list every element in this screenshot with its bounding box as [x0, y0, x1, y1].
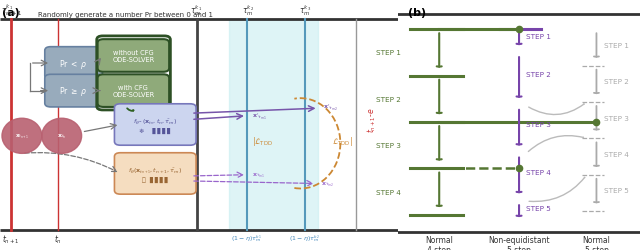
- Text: $\tau^{k_1}_{m+1}$: $\tau^{k_1}_{m+1}$: [1, 2, 22, 18]
- Bar: [229, 20, 319, 230]
- Text: $\mathbf{x}'_{\bar{\tau}_{m2}}$: $\mathbf{x}'_{\bar{\tau}_{m2}}$: [323, 102, 338, 113]
- FancyBboxPatch shape: [97, 75, 169, 108]
- Text: STEP 3: STEP 3: [376, 143, 401, 148]
- Text: with CFG
ODE-SOLVER: with CFG ODE-SOLVER: [112, 85, 154, 98]
- Text: STEP 4: STEP 4: [604, 152, 628, 157]
- Text: $\mathcal{L}_{\mathrm{TDD}}|$: $\mathcal{L}_{\mathrm{TDD}}|$: [332, 135, 353, 148]
- Text: $\mathbf{x}_{t_n}$: $\mathbf{x}_{t_n}$: [57, 132, 67, 140]
- Text: without CFG
ODE-SOLVER: without CFG ODE-SOLVER: [112, 50, 154, 63]
- FancyArrowPatch shape: [127, 109, 134, 112]
- Text: $\tau^{k_1}_{m}$: $\tau^{k_1}_{m}$: [190, 3, 202, 18]
- Ellipse shape: [42, 119, 82, 154]
- Text: (b): (b): [408, 8, 426, 18]
- Ellipse shape: [2, 119, 42, 154]
- Text: $t_{n+1}$: $t_{n+1}$: [3, 232, 20, 245]
- Text: STEP 3: STEP 3: [526, 122, 551, 128]
- Text: $\mathbf{x}_{\bar{\tau}_{m1}}$: $\mathbf{x}_{\bar{\tau}_{m1}}$: [252, 171, 265, 179]
- Text: STEP 4: STEP 4: [526, 170, 551, 175]
- FancyArrowPatch shape: [529, 178, 585, 202]
- Text: Pr $<$ $\rho$: Pr $<$ $\rho$: [60, 57, 88, 70]
- Text: STEP 5: STEP 5: [604, 188, 628, 194]
- Text: $|\mathcal{L}_{\mathrm{TDD}}$: $|\mathcal{L}_{\mathrm{TDD}}$: [252, 135, 273, 148]
- Text: $(1-\eta)\tau^{k_2}_m$: $(1-\eta)\tau^{k_2}_m$: [289, 232, 320, 243]
- Text: $f_{\theta}(\mathbf{x}_{t_{n+1}},t_{n+1},\bar{\tau}_m)$
🔥  ▋▋▋▋: $f_{\theta}(\mathbf{x}_{t_{n+1}},t_{n+1}…: [128, 165, 182, 182]
- FancyBboxPatch shape: [97, 40, 169, 72]
- FancyArrowPatch shape: [529, 104, 584, 115]
- Text: STEP 1: STEP 1: [604, 43, 628, 48]
- FancyBboxPatch shape: [45, 48, 102, 80]
- Text: $\tau^{k_3}_{m}$: $\tau^{k_3}_{m}$: [300, 3, 312, 18]
- Text: Randomly generate a number Pr between 0 and 1: Randomly generate a number Pr between 0 …: [38, 12, 213, 18]
- Text: Normal
4 step: Normal 4 step: [425, 235, 453, 250]
- Text: STEP 3: STEP 3: [604, 115, 628, 121]
- Text: $t_{n+1}$-$e$: $t_{n+1}$-$e$: [366, 107, 378, 133]
- Text: Normal
5 step: Normal 5 step: [582, 235, 611, 250]
- Text: STEP 2: STEP 2: [526, 72, 551, 78]
- Text: STEP 2: STEP 2: [604, 79, 628, 85]
- FancyBboxPatch shape: [115, 104, 196, 146]
- Text: STEP 1: STEP 1: [526, 34, 551, 40]
- Text: $\mathbf{x}_{\bar{\tau}_{m2}}$: $\mathbf{x}_{\bar{\tau}_{m2}}$: [321, 180, 335, 188]
- Text: STEP 1: STEP 1: [376, 50, 401, 56]
- Text: STEP 5: STEP 5: [526, 205, 551, 211]
- FancyBboxPatch shape: [115, 153, 196, 194]
- Text: $\tau^{k_2}_{m}$: $\tau^{k_2}_{m}$: [242, 3, 254, 18]
- Text: $\mathbf{x}_{t_{n+1}}$: $\mathbf{x}_{t_{n+1}}$: [15, 132, 29, 140]
- Text: $\mathbf{x}'_{\bar{\tau}_{m1}}$: $\mathbf{x}'_{\bar{\tau}_{m1}}$: [252, 111, 266, 122]
- Text: (a): (a): [2, 8, 20, 18]
- Text: $(1-\eta)\tau^{k_1}_m$: $(1-\eta)\tau^{k_1}_m$: [232, 232, 262, 243]
- FancyArrowPatch shape: [529, 136, 584, 152]
- Text: STEP 2: STEP 2: [376, 96, 401, 102]
- Text: Non-equidistant
5 step: Non-equidistant 5 step: [488, 235, 550, 250]
- Text: STEP 4: STEP 4: [376, 189, 401, 195]
- Text: $f_{\theta^-}(\mathbf{x}_{t_n},t_n,\bar{\tau}_m)$
❄    ▋▋▋▋: $f_{\theta^-}(\mathbf{x}_{t_n},t_n,\bar{…: [133, 116, 177, 134]
- Text: $t_n$: $t_n$: [54, 232, 61, 245]
- FancyBboxPatch shape: [45, 75, 102, 108]
- Text: Pr $\geq$ $\rho$: Pr $\geq$ $\rho$: [60, 85, 88, 98]
